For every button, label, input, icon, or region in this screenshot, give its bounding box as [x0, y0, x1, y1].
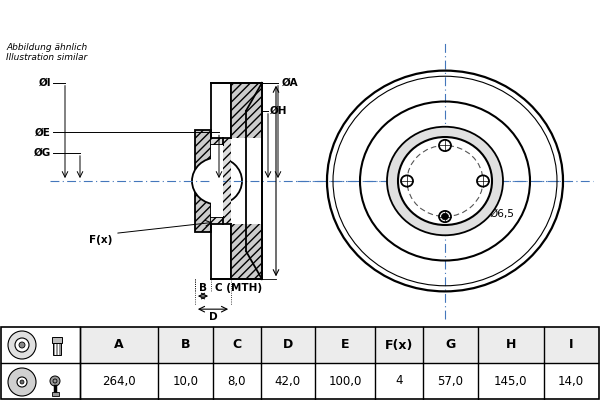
- Bar: [375, 327, 424, 363]
- Text: Ø97: Ø97: [424, 170, 446, 180]
- Circle shape: [401, 175, 413, 187]
- Text: A: A: [115, 338, 124, 352]
- Text: ØH: ØH: [270, 106, 287, 116]
- Bar: [260, 327, 315, 363]
- Text: 145,0: 145,0: [494, 374, 527, 388]
- Bar: [231, 224, 262, 279]
- Bar: [80, 327, 158, 363]
- Circle shape: [15, 338, 29, 352]
- Text: 410291: 410291: [395, 9, 470, 27]
- Bar: [212, 327, 260, 363]
- Text: D: D: [283, 338, 293, 352]
- Text: H: H: [505, 338, 516, 352]
- Circle shape: [192, 158, 242, 204]
- Text: I: I: [569, 338, 573, 352]
- Text: 100,0: 100,0: [328, 374, 362, 388]
- Text: 42,0: 42,0: [275, 374, 301, 388]
- Circle shape: [477, 175, 489, 187]
- Text: B: B: [199, 283, 207, 293]
- Text: F(x): F(x): [89, 235, 112, 245]
- Circle shape: [387, 127, 503, 235]
- Text: 8,0: 8,0: [227, 374, 246, 388]
- Bar: [315, 327, 375, 363]
- Circle shape: [442, 213, 449, 220]
- Circle shape: [439, 140, 451, 151]
- Bar: [424, 327, 478, 363]
- Text: E: E: [341, 338, 349, 352]
- Bar: [211, 138, 231, 224]
- Circle shape: [8, 331, 36, 359]
- Text: F(x): F(x): [385, 338, 413, 352]
- Bar: [211, 146, 223, 216]
- Text: 24.0110-0291.1: 24.0110-0291.1: [173, 9, 331, 27]
- Text: 10,0: 10,0: [172, 374, 199, 388]
- Text: C (MTH): C (MTH): [215, 283, 262, 293]
- Circle shape: [19, 342, 25, 348]
- Text: B: B: [181, 338, 190, 352]
- Bar: [158, 327, 212, 363]
- Circle shape: [20, 380, 24, 384]
- Text: Abbildung ähnlich: Abbildung ähnlich: [6, 44, 87, 52]
- Circle shape: [50, 376, 60, 386]
- Text: ØG: ØG: [34, 148, 51, 158]
- Bar: [544, 327, 598, 363]
- Bar: [231, 83, 262, 138]
- Text: ØI: ØI: [38, 78, 51, 88]
- Bar: [52, 337, 62, 343]
- Bar: [195, 130, 211, 232]
- Text: Illustration similar: Illustration similar: [6, 53, 87, 62]
- Text: D: D: [209, 312, 217, 322]
- Text: 57,0: 57,0: [437, 374, 463, 388]
- Text: ØE: ØE: [35, 127, 51, 137]
- Text: ØA: ØA: [282, 78, 299, 88]
- Circle shape: [8, 368, 36, 396]
- Text: 264,0: 264,0: [103, 374, 136, 388]
- Text: 14,0: 14,0: [558, 374, 584, 388]
- Text: Ø6,5: Ø6,5: [490, 209, 515, 219]
- Circle shape: [17, 377, 27, 387]
- Circle shape: [439, 211, 451, 222]
- Bar: [478, 327, 544, 363]
- Circle shape: [398, 137, 492, 225]
- Text: 4: 4: [395, 374, 403, 388]
- Bar: [52, 392, 59, 396]
- Text: G: G: [445, 338, 455, 352]
- Text: C: C: [232, 338, 241, 352]
- Bar: [53, 343, 61, 355]
